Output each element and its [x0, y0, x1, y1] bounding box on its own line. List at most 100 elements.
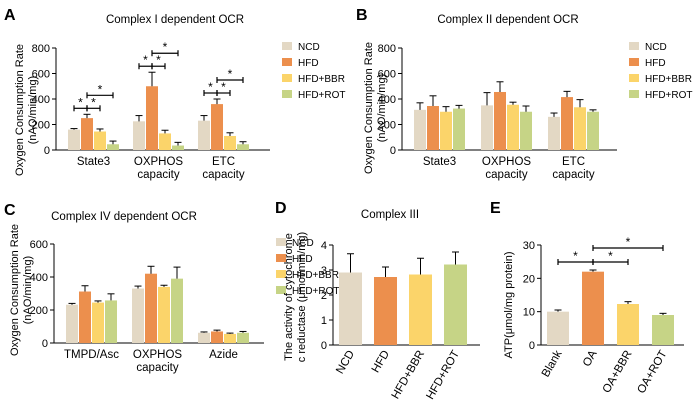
bar-c-2-1	[211, 331, 223, 343]
bar-e-2	[617, 304, 639, 345]
bar-e-1	[582, 271, 604, 345]
x-tick-label-d-3: HFD+ROT	[424, 349, 462, 402]
y-axis-label-d-line2: c reductase (μmol/min/mg)	[296, 232, 308, 362]
panel-label-b: B	[356, 7, 368, 24]
y-tick-label-b-3: 600	[378, 69, 396, 81]
y-tick-label-c-0: 0	[42, 338, 48, 350]
significance-star-e-1: *	[608, 249, 613, 263]
significance-star-a-0: *	[78, 95, 83, 109]
bar-d-2	[409, 274, 432, 345]
y-tick-label-b-0: 0	[390, 145, 396, 157]
x-tick-label-c-2-0: Azide	[209, 349, 238, 361]
x-tick-label-d-2: HFD+BBR	[390, 349, 427, 402]
y-tick-label-a-3: 600	[32, 69, 50, 81]
bar-d-3	[444, 264, 467, 345]
legend-label-b-0: NCD	[645, 42, 667, 53]
legend-swatch-c-3	[276, 286, 286, 294]
legend-swatch-b-1	[629, 58, 639, 66]
bar-a-1-1	[146, 86, 158, 150]
bar-b-2-1	[561, 97, 573, 150]
bar-a-1-0	[133, 121, 145, 150]
legend-label-c-1: HFD	[292, 254, 313, 265]
panel-label-d: D	[275, 200, 287, 217]
legend-label-b-1: HFD	[645, 58, 666, 69]
bar-c-2-0	[198, 332, 210, 343]
bar-b-2-2	[574, 107, 586, 150]
bar-c-1-0	[132, 288, 144, 343]
legend-label-c-2: HFD+BBR	[292, 270, 339, 281]
y-axis-label-b-line1: Oxygen Consumption Rate	[363, 42, 375, 174]
y-tick-label-e-0: 0	[529, 340, 535, 352]
y-tick-label-b-2: 400	[378, 94, 396, 106]
bar-c-2-2	[224, 333, 236, 343]
y-tick-label-c-1: 200	[30, 305, 48, 317]
y-tick-label-b-4: 800	[378, 43, 396, 55]
significance-star-e-2: *	[626, 235, 631, 249]
x-tick-label-a-1-1: capacity	[137, 169, 179, 181]
y-tick-label-a-4: 800	[32, 43, 50, 55]
legend-label-b-2: HFD+BBR	[645, 74, 692, 85]
y-axis-label-e: ATP(μmol/mg protein)	[503, 252, 515, 359]
y-tick-label-d-4: 4	[321, 240, 327, 252]
chart-title-d: Complex III	[361, 209, 419, 221]
bar-d-0	[339, 272, 362, 345]
y-tick-label-e-1: 10	[523, 307, 535, 319]
legend-c: NCD HFD HFD+BBR HFD+ROT	[276, 238, 340, 297]
x-tick-label-b-2-1: capacity	[552, 169, 594, 181]
bar-a-2-0	[198, 120, 210, 150]
significance-star-a-8: *	[228, 67, 233, 81]
x-tick-label-d-1: HFD	[370, 349, 392, 375]
bar-a-1-2	[159, 133, 171, 150]
bar-c-1-2	[158, 286, 170, 343]
x-tick-label-a-2-0: ETC	[212, 156, 235, 168]
bar-b-1-0	[481, 105, 493, 150]
bar-a-2-3	[237, 144, 249, 150]
legend-b: NCD HFD HFD+BBR HFD+ROT	[629, 42, 693, 101]
bar-a-1-3	[172, 145, 184, 150]
y-axis-label-c-line2: (nAO/min/mg)	[22, 256, 34, 324]
y-axis-label-d-line1: The activity of cytochrome	[283, 233, 295, 361]
x-tick-label-e-3: OA+ROT	[635, 349, 669, 396]
bar-c-0-3	[105, 300, 117, 343]
x-tick-label-e-2: OA+BBR	[601, 349, 635, 396]
panel-label-e: E	[490, 200, 501, 217]
y-tick-label-a-1: 200	[32, 120, 50, 132]
y-tick-label-e-2: 20	[523, 273, 535, 285]
legend-swatch-b-2	[629, 74, 639, 82]
bar-c-2-3	[237, 332, 249, 343]
significance-star-a-6: *	[208, 80, 213, 94]
y-tick-label-c-2: 400	[30, 272, 48, 284]
legend-swatch-c-1	[276, 254, 286, 262]
bar-a-2-2	[224, 135, 236, 150]
panel-label-a: A	[4, 7, 16, 24]
legend-swatch-b-3	[629, 90, 639, 98]
y-axis-label-a-line2: (nAO/min/mg)	[27, 76, 39, 144]
panel-a: A Complex I dependent OCR Oxygen Consump…	[4, 7, 346, 181]
panel-label-c: C	[4, 202, 16, 219]
chart-title-c: Complex IV dependent OCR	[51, 211, 197, 223]
significance-star-a-2: *	[98, 82, 103, 96]
x-tick-label-a-2-1: capacity	[202, 169, 244, 181]
bar-b-0-0	[414, 109, 426, 150]
y-tick-label-d-1: 1	[321, 315, 327, 327]
legend-label-a-1: HFD	[298, 58, 319, 69]
bar-b-1-1	[494, 91, 506, 150]
x-tick-label-c-1-1: capacity	[136, 362, 178, 374]
legend-swatch-b-0	[629, 42, 639, 50]
bar-e-0	[547, 311, 569, 345]
significance-star-a-1: *	[91, 95, 96, 109]
bar-b-1-3	[520, 111, 532, 150]
bar-c-1-1	[145, 273, 157, 343]
y-tick-label-b-1: 200	[378, 120, 396, 132]
panel-c: C Complex IV dependent OCR Oxygen Consum…	[4, 202, 340, 374]
legend-swatch-a-0	[282, 42, 292, 50]
bar-c-0-1	[79, 291, 91, 343]
x-tick-label-b-0-0: State3	[423, 156, 456, 168]
chart-title-b: Complex II dependent OCR	[437, 14, 578, 26]
